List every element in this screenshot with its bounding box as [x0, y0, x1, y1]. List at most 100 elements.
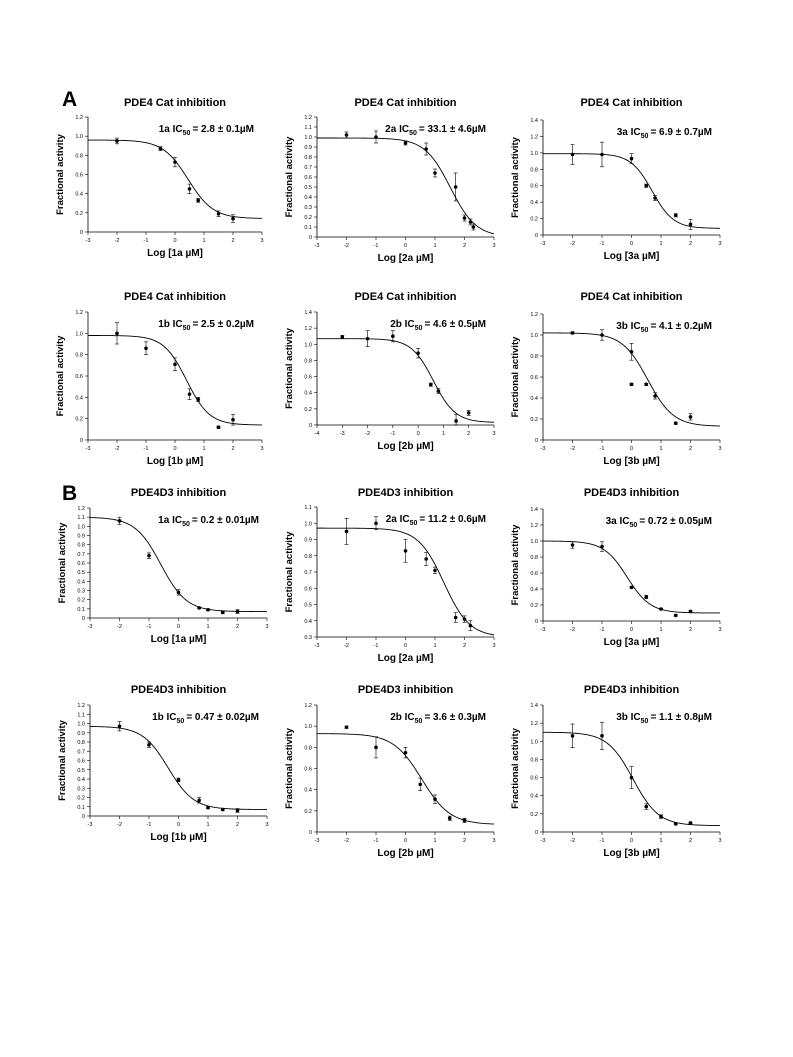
data-point — [433, 568, 437, 573]
x-tick-label: 3 — [265, 624, 268, 630]
data-point — [436, 389, 441, 393]
chart-title: PDE4D3 inhibition — [584, 684, 680, 696]
data-point — [216, 211, 221, 216]
data-point — [629, 156, 634, 161]
x-tick-label: 1 — [659, 838, 662, 844]
x-tick-label: -2 — [570, 627, 575, 633]
y-tick-label: 0.2 — [75, 211, 83, 217]
chart-2: PDE4 Cat inhibition 2a IC50 = 33.1 ± 4.6µM… — [284, 97, 496, 264]
x-tick-label: -1 — [600, 838, 605, 844]
y-tick-label: 1.2 — [77, 703, 85, 709]
data-point — [158, 146, 163, 151]
data-point — [629, 585, 634, 590]
x-tick-label: 1 — [433, 243, 436, 249]
y-tick-label: 0.9 — [304, 538, 312, 544]
x-tick-label: 0 — [404, 643, 407, 649]
chart-3: PDE4 Cat inhibition 3a IC50 = 6.9 ± 0.7µM 0… — [510, 97, 722, 262]
y-tick-label: 1.2 — [530, 134, 538, 140]
fit-curve — [543, 153, 721, 229]
data-point — [644, 183, 649, 188]
x-axis-label: Log [3a µM] — [604, 637, 660, 648]
data-point — [673, 613, 678, 618]
ic50-annotation: 1a IC50 = 2.8 ± 0.1µM — [159, 124, 254, 137]
x-tick-label: -1 — [600, 241, 605, 247]
ic50-compound: 2b IC — [390, 712, 414, 723]
x-tick-label: -1 — [390, 431, 395, 437]
y-axis-label: Fractional activity — [284, 327, 295, 408]
y-tick-label: 0.1 — [77, 805, 85, 811]
x-tick-label: -3 — [88, 624, 93, 630]
y-tick-label: 0.1 — [77, 607, 85, 613]
ic50-subscript: 50 — [415, 325, 423, 332]
data-point — [644, 804, 649, 809]
y-tick-label: 0.6 — [530, 375, 538, 381]
data-point — [340, 335, 345, 339]
y-tick-label: 1.0 — [530, 539, 538, 545]
data-point — [176, 590, 181, 595]
y-tick-label: 1.4 — [530, 507, 538, 513]
ic50-compound: 2a IC — [386, 514, 410, 525]
chart-11: PDE4D3 inhibition 2b IC50 = 3.6 ± 0.3µM 0 0.… — [284, 684, 496, 859]
x-tick-label: 2 — [231, 446, 234, 452]
fit-curve — [317, 338, 495, 423]
x-tick-label: 0 — [177, 624, 180, 630]
y-tick-label: 1.0 — [77, 722, 85, 728]
y-tick-label: 0.3 — [77, 589, 85, 595]
data-point — [468, 623, 473, 628]
x-tick-label: 1 — [433, 838, 436, 844]
x-tick-label: 2 — [467, 431, 470, 437]
x-tick-label: 1 — [202, 238, 205, 244]
data-point — [453, 185, 458, 189]
chart-10: PDE4D3 inhibition 1b IC50 = 0.47 ± 0.02µM 0… — [57, 684, 269, 843]
chart-8: PDE4D3 inhibition 2a IC50 = 11.2 ± 0.6µM 0.… — [284, 487, 496, 664]
x-tick-label: 1 — [202, 446, 205, 452]
fit-curve — [89, 726, 268, 810]
ic50-subscript: 50 — [409, 130, 417, 137]
fit-curve — [89, 517, 267, 613]
y-axis-label: Fractional activity — [510, 136, 521, 217]
y-axis-label: Fractional activity — [510, 336, 521, 417]
x-tick-label: -3 — [315, 838, 320, 844]
chart-title: PDE4 Cat inhibition — [354, 97, 456, 109]
x-tick-label: 2 — [463, 838, 466, 844]
data-point — [673, 421, 678, 426]
ic50-subscript: 50 — [182, 521, 190, 528]
data-point — [403, 549, 408, 553]
y-tick-label: 0.7 — [77, 552, 85, 558]
y-tick-label: 0.8 — [530, 555, 538, 561]
fit-curve — [542, 540, 721, 614]
x-tick-label: 1 — [206, 822, 209, 828]
data-point — [600, 152, 604, 157]
ic50-annotation: 3b IC50 = 4.1 ± 0.2µM — [616, 321, 712, 334]
data-point — [197, 798, 201, 803]
y-tick-label: 0.2 — [77, 598, 85, 604]
x-tick-label: -3 — [541, 241, 546, 247]
y-tick-label: 0.4 — [77, 777, 85, 783]
y-axis-label: Fractional activity — [284, 531, 295, 612]
x-tick-label: -3 — [86, 446, 91, 452]
y-tick-label: 0.4 — [77, 579, 85, 585]
y-tick-label: 0 — [309, 235, 312, 241]
x-tick-label: -3 — [541, 627, 546, 633]
y-tick-label: 0.6 — [530, 571, 538, 577]
chart-6: PDE4 Cat inhibition 3b IC50 = 4.1 ± 0.2µM 0… — [510, 291, 722, 467]
x-axis-label: Log [1b µM] — [147, 456, 203, 467]
ic50-annotation: 3a IC50 = 6.9 ± 0.7µM — [617, 127, 712, 140]
x-tick-label: -1 — [147, 822, 152, 828]
x-axis-label: Log [1a µM] — [147, 248, 203, 259]
x-tick-label: 2 — [689, 627, 692, 633]
y-tick-label: 1.2 — [77, 506, 85, 512]
data-point — [231, 216, 235, 221]
y-tick-label: 0.6 — [75, 173, 83, 179]
data-point — [403, 750, 408, 755]
x-tick-label: -1 — [144, 446, 149, 452]
y-tick-label: 1.0 — [77, 524, 85, 530]
ic50-compound: 2a IC — [385, 124, 409, 135]
ic50-subscript: 50 — [641, 327, 649, 334]
chart-title: PDE4 Cat inhibition — [354, 291, 456, 303]
data-point — [424, 557, 428, 561]
y-tick-label: 0.2 — [75, 417, 83, 423]
ic50-subscript: 50 — [410, 520, 418, 527]
data-point — [418, 782, 423, 787]
y-axis-label: Fractional activity — [510, 727, 521, 808]
